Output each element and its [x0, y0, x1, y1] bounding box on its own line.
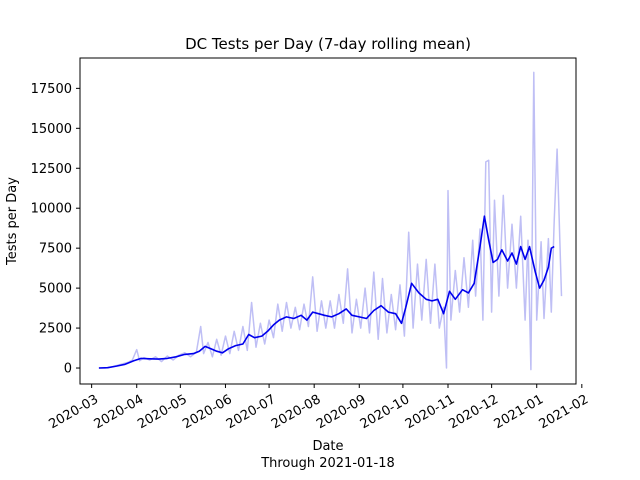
- x-tick-label: 2021-01: [492, 392, 547, 432]
- plot-frame: [79, 57, 577, 385]
- y-tick-label: 15000: [31, 122, 72, 137]
- x-tick-label: 2020-11: [403, 392, 458, 432]
- x-tick-label: 2021-02: [537, 392, 592, 432]
- y-tick-label: 0: [64, 362, 72, 377]
- x-tick-label: 2020-03: [46, 392, 101, 432]
- x-tick-label: 2020-04: [92, 392, 147, 432]
- y-tick-label: 12500: [31, 162, 72, 177]
- x-tick-label: 2020-09: [314, 392, 369, 432]
- series-layer: [98, 71, 563, 371]
- plot-area: [79, 57, 577, 385]
- x-axis-label: Date: [312, 439, 343, 454]
- y-axis-label: Tests per Day: [5, 177, 20, 266]
- y-tick-label: 5000: [39, 282, 72, 297]
- x-tick-label: 2020-05: [135, 392, 190, 432]
- series-line-daily: [98, 71, 563, 371]
- series-line-rolling-mean: [98, 215, 555, 369]
- y-tick-label: 2500: [39, 322, 72, 337]
- x-tick-label: 2020-07: [224, 392, 279, 432]
- x-tick-label: 2020-06: [180, 392, 235, 432]
- y-tick-label: 7500: [39, 242, 72, 257]
- x-tick-label: 2020-12: [446, 392, 501, 432]
- x-axis-sublabel: Through 2021-01-18: [260, 456, 395, 471]
- y-tick-label: 17500: [31, 82, 72, 97]
- x-tick-label: 2020-08: [269, 392, 324, 432]
- y-tick-label: 10000: [31, 202, 72, 217]
- y-axis: 0 2500 5000 7500 10000 12500 15000 17500: [31, 82, 80, 377]
- chart-title: DC Tests per Day (7-day rolling mean): [185, 35, 471, 53]
- x-tick-label: 2020-10: [358, 392, 413, 432]
- x-axis: 2020-032020-042020-052020-062020-072020-…: [46, 384, 591, 432]
